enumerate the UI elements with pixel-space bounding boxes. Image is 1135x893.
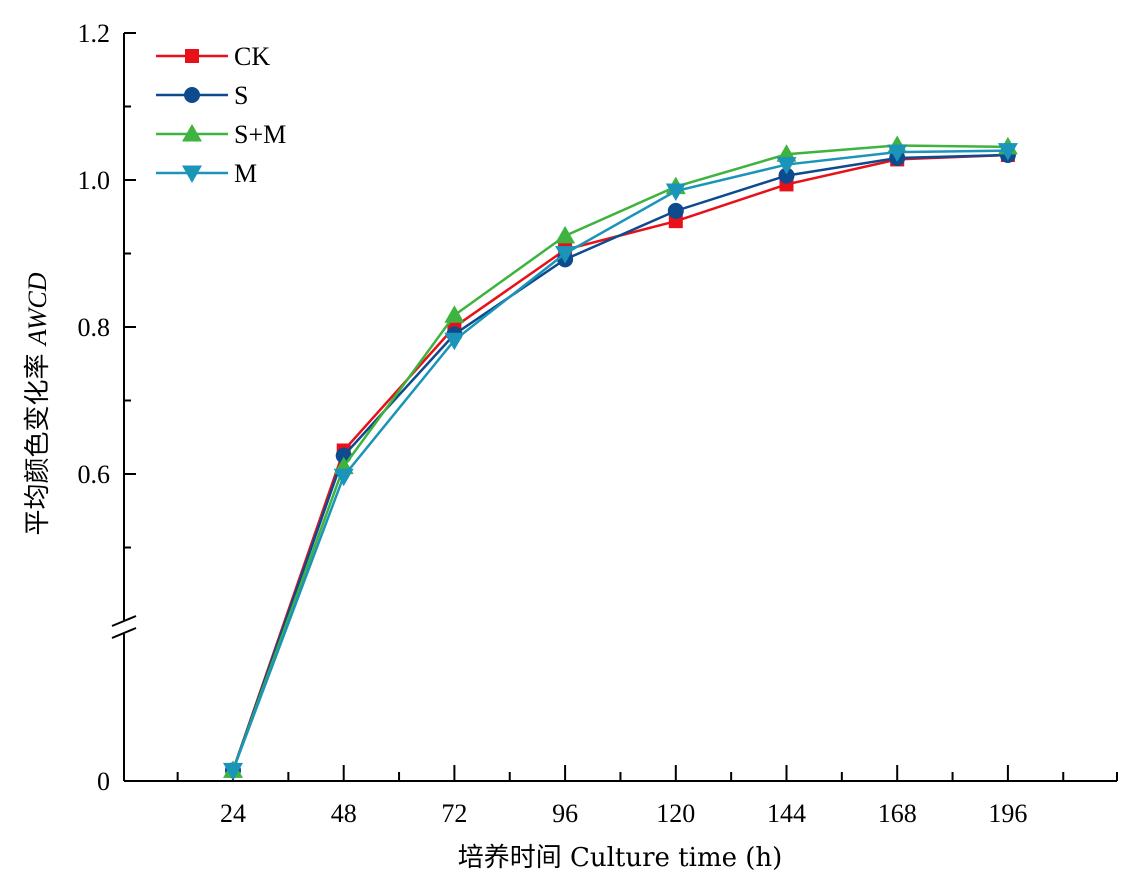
data-point: [333, 468, 354, 487]
series-line: [231, 153, 1008, 771]
legend-marker: [185, 49, 199, 63]
legend: CK S S+M M: [156, 42, 286, 188]
series-s: [225, 147, 1016, 779]
legend-item: CK: [156, 42, 270, 71]
series-line: [231, 153, 1008, 771]
y-axis-title: 平均颜色变化率 AWCD: [23, 272, 53, 535]
data-point: [778, 167, 795, 184]
x-tick-label: 48: [331, 799, 357, 828]
y-tick-label: 0: [97, 767, 110, 796]
y-axis-title-cn: 平均颜色变化率: [23, 345, 53, 535]
data-point: [997, 143, 1018, 161]
legend-item: M: [156, 159, 257, 188]
x-tick-label: 168: [878, 799, 917, 828]
y-tick-label: 1.0: [78, 166, 111, 195]
data-point: [444, 305, 465, 323]
x-tick-label: 144: [767, 799, 806, 828]
data-point: [887, 144, 908, 163]
y-tick-label: 0.8: [78, 313, 111, 342]
legend-item: S+M: [156, 120, 286, 149]
y-axis-break-mark: [111, 627, 137, 639]
legend-label: M: [234, 159, 257, 188]
x-tick-label: 196: [988, 799, 1027, 828]
data-point: [444, 332, 465, 351]
data-point: [665, 183, 686, 202]
data-point: [776, 157, 797, 175]
series-line: [231, 149, 1008, 771]
series-m: [223, 143, 1018, 781]
legend-label: S: [234, 81, 248, 110]
legend-marker: [182, 165, 202, 183]
data-point: [223, 762, 243, 781]
series-line: [231, 144, 1008, 771]
legend-item: S: [156, 81, 248, 110]
legend-marker: [184, 87, 200, 103]
y-tick-label: 1.2: [78, 19, 111, 48]
data-point: [555, 246, 576, 264]
x-tick-label: 72: [441, 799, 467, 828]
x-tick-label: 24: [220, 799, 246, 828]
y-axis-title-en: AWCD: [23, 272, 52, 347]
legend-label: S+M: [234, 120, 286, 149]
y-axis-break-mark: [111, 615, 137, 627]
legend-label: CK: [234, 42, 270, 71]
x-axis-title: 培养时间 Culture time (h): [458, 843, 783, 873]
data-point: [555, 225, 576, 244]
x-tick-label: 120: [656, 799, 695, 828]
legend-marker: [182, 124, 202, 142]
series-layer: [223, 135, 1018, 781]
y-tick-label: 0.6: [78, 460, 111, 489]
x-tick-label: 96: [552, 799, 578, 828]
axes: 24 48 72 96 120 144 168 196 0 0.6 0.8 1.0 1.2: [78, 19, 1118, 828]
data-point: [667, 202, 684, 219]
